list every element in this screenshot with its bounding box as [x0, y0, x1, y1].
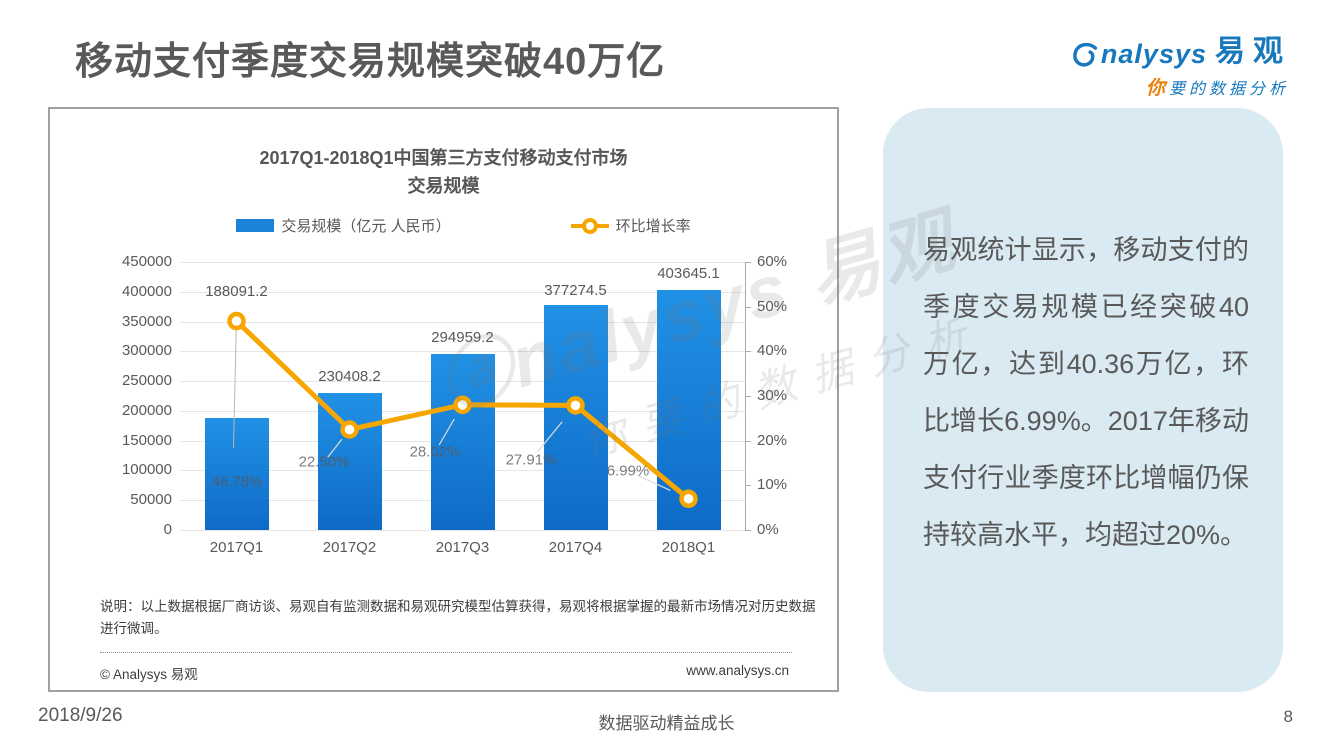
growth-rate-label: 22.50%: [298, 453, 350, 471]
dotted-divider: [100, 652, 792, 653]
insight-panel: 易观统计显示，移动支付的季度交易规模已经突破40万亿，达到40.36万亿，环比增…: [883, 108, 1283, 692]
insight-text: 易观统计显示，移动支付的季度交易规模已经突破40万亿，达到40.36万亿，环比增…: [923, 235, 1249, 550]
chart-plot-area: 450000 400000 350000 300000 250000 200000 1500…: [122, 253, 787, 556]
growth-rate-label: 46.78%: [211, 473, 263, 491]
chart-title: 2017Q1-2018Q1中国第三方支付移动支付市场 交易规模: [50, 145, 837, 201]
growth-rate-line-layer: [227, 311, 698, 509]
legend-line-label: 环比增长率: [615, 218, 691, 235]
gridline: [180, 530, 745, 531]
legend-bar-label: 交易规模（亿元 人民币）: [281, 218, 451, 235]
left-axis-tick-label: 450000: [121, 253, 172, 270]
analysys-swoosh-icon: [1073, 42, 1098, 67]
bar-value-label: 377274.5: [544, 282, 607, 300]
right-axis-tick: [745, 396, 751, 397]
bar-value-label: 230408.2: [318, 367, 381, 385]
right-axis-tick-label: 10%: [757, 476, 788, 494]
chart-title-line2: 交易规模: [407, 175, 480, 196]
right-axis-tick-label: 50%: [757, 297, 788, 315]
footer-date: 2018/9/26: [38, 705, 123, 726]
right-axis-tick: [745, 440, 751, 442]
footer-slogan: 数据驱动精益成长: [598, 714, 735, 733]
analysys-logo: nalysys 易观 你要的数据分析: [1070, 26, 1291, 100]
x-axis-category-label: 2017Q3: [435, 539, 490, 556]
left-axis-tick-label: 100000: [121, 461, 172, 479]
right-axis-tick-label: 60%: [757, 253, 788, 270]
logo-tagline-rest: 要的数据分析: [1168, 81, 1289, 98]
chart-title-line1: 2017Q1-2018Q1中国第三方支付移动支付市场: [259, 148, 628, 168]
bar-2017Q4: [543, 305, 608, 530]
growth-rate-label: 28.02%: [409, 443, 461, 461]
x-axis-category-label: 2017Q4: [548, 539, 603, 556]
x-axis-category-label: 2017Q1: [209, 539, 264, 556]
right-axis-tick-label: 20%: [757, 431, 788, 449]
legend-item-line-series: 环比增长率: [570, 215, 691, 236]
bar-2017Q2: [317, 392, 382, 530]
copyright-label: © Analysys 易观: [100, 667, 198, 682]
left-axis-tick-label: 0: [163, 521, 172, 538]
bar-series-swatch-icon: [236, 219, 275, 232]
left-axis-tick-label: 200000: [121, 401, 172, 419]
page-title: 移动支付季度交易规模突破40万亿: [75, 41, 666, 83]
chart-footnote: 说明：以上数据根据厂商访谈、易观自有监测数据和易观研究模型估算获得，易观将根据掌…: [100, 599, 816, 636]
left-axis-tick-label: 350000: [121, 312, 172, 330]
right-axis-tick: [745, 306, 751, 308]
right-axis-tick-label: 0%: [757, 521, 779, 538]
chart-card: 2017Q1-2018Q1中国第三方支付移动支付市场 交易规模 交易规模（亿元 …: [48, 107, 839, 692]
gridline: [180, 351, 745, 353]
gridline: [180, 262, 745, 263]
left-axis-tick-label: 250000: [121, 372, 172, 390]
left-axis-tick-label: 400000: [121, 282, 172, 300]
right-axis-tick: [745, 262, 751, 263]
growth-rate-label: 6.99%: [606, 462, 650, 480]
right-axis-tick-label: 40%: [757, 342, 788, 360]
legend-item-bar-series: 交易规模（亿元 人民币）: [236, 215, 451, 236]
right-axis-tick: [745, 351, 751, 353]
logo-brand: nalysys 易观: [1070, 26, 1291, 70]
bar-2017Q1: [204, 417, 269, 530]
right-axis-tick-label: 30%: [757, 387, 788, 404]
right-axis-tick: [745, 485, 751, 487]
logo-tagline-emphasis: 你: [1145, 78, 1169, 99]
left-axis-tick-label: 300000: [121, 342, 172, 360]
line-marker-ring-icon: [581, 217, 598, 234]
page-number: 8: [1283, 707, 1293, 726]
bar-value-label: 294959.2: [431, 329, 494, 347]
logo-brand-cn: 易观: [1215, 35, 1291, 68]
logo-brand-en: nalysys: [1100, 39, 1207, 69]
left-axis-tick-label: 50000: [130, 491, 172, 509]
right-axis-tick: [745, 530, 751, 531]
left-axis-tick-label: 150000: [121, 431, 172, 449]
x-axis-category-label: 2017Q2: [322, 539, 377, 556]
x-axis-category-label: 2018Q1: [661, 539, 716, 556]
website-link[interactable]: www.analysys.cn: [686, 663, 789, 678]
growth-rate-label: 27.91%: [505, 451, 557, 469]
logo-tagline: 你要的数据分析: [1070, 73, 1291, 100]
line-series-marker-icon: [570, 217, 609, 234]
gridline: [180, 291, 745, 293]
bar-value-label: 403645.1: [657, 264, 720, 282]
chart-legend: 交易规模（亿元 人民币） 环比增长率: [90, 215, 837, 236]
gridline: [180, 321, 745, 323]
bar-value-label: 188091.2: [205, 282, 268, 300]
